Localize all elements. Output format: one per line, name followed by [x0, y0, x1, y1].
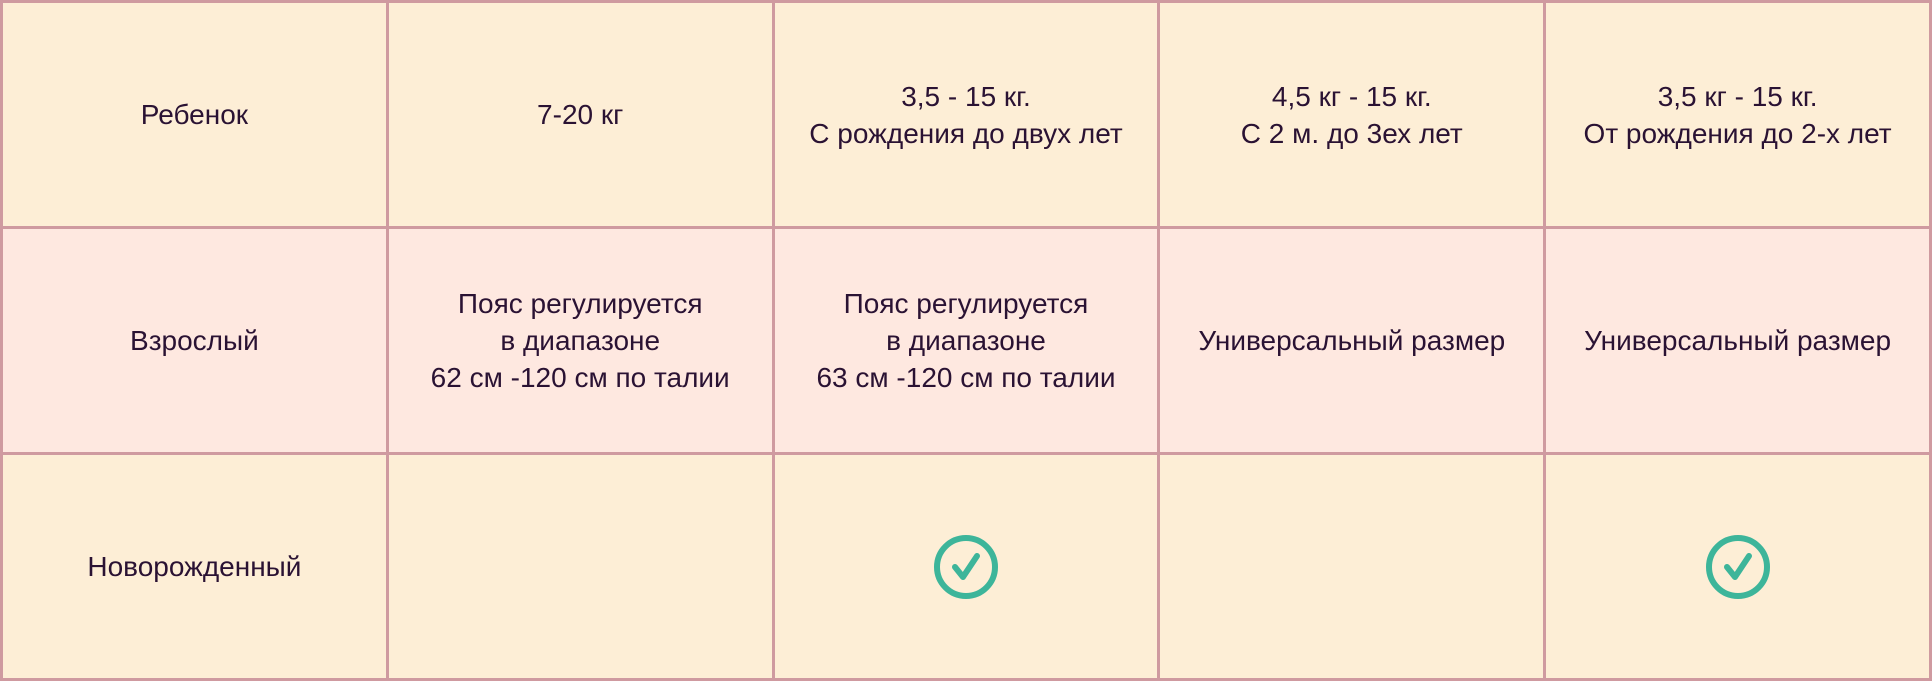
row-label: Новорожденный	[0, 452, 389, 681]
table-cell: Универсальный размер	[1543, 226, 1932, 455]
table-cell: 4,5 кг - 15 кг. С 2 м. до 3ех лет	[1157, 0, 1547, 229]
table-cell: Пояс регулируется в диапазоне 62 см -120 с…	[385, 226, 775, 455]
table-row-adult: Взрослый Пояс регулируется в диапазоне 62 …	[0, 226, 1932, 455]
table-cell	[1543, 452, 1932, 681]
table-cell	[1157, 452, 1547, 681]
table-cell: 7-20 кг	[385, 0, 775, 229]
table-row-newborn: Новорожденный	[0, 452, 1932, 681]
table-cell: Универсальный размер	[1157, 226, 1547, 455]
table-cell: Пояс регулируется в диапазоне 63 см -120 с…	[771, 226, 1161, 455]
check-circle-icon	[1705, 534, 1770, 599]
table-cell: 3,5 кг - 15 кг. От рождения до 2-х лет	[1543, 0, 1932, 229]
table-cell	[771, 452, 1161, 681]
table-cell	[385, 452, 775, 681]
table-cell: 3,5 - 15 кг. С рождения до двух лет	[771, 0, 1161, 229]
table-row-child: Ребенок 7-20 кг 3,5 - 15 кг. С рождения д…	[0, 0, 1932, 229]
row-label: Взрослый	[0, 226, 389, 455]
row-label: Ребенок	[0, 0, 389, 229]
check-circle-icon	[933, 534, 998, 599]
